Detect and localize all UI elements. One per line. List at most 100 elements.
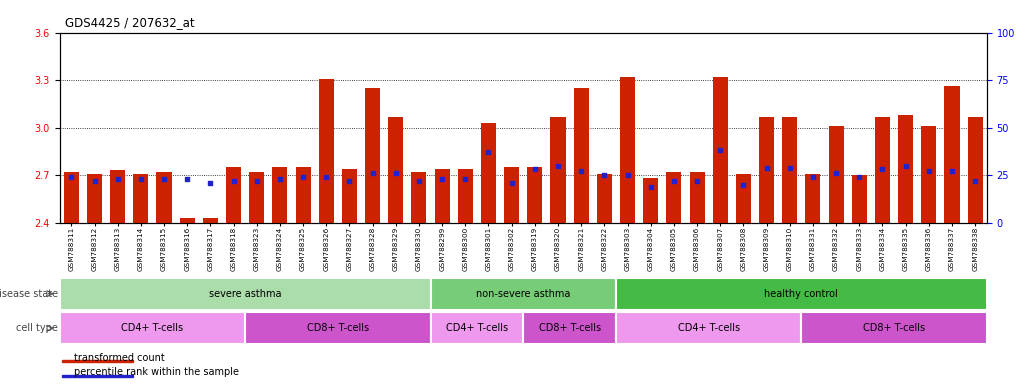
Bar (759, 117, 775, 223)
Point (967, 178, 984, 184)
Point (596, 172, 613, 178)
Bar (431, 278, 616, 310)
Point (897, 163, 914, 169)
Bar (596, 174, 612, 223)
Bar (60, 278, 431, 310)
Bar (689, 172, 705, 223)
Point (943, 168, 960, 174)
Point (689, 178, 706, 184)
Bar (523, 313, 616, 344)
Point (226, 178, 242, 184)
Point (504, 180, 520, 186)
Bar (805, 174, 821, 223)
Bar (828, 126, 844, 223)
Bar (457, 169, 473, 223)
Bar (62, 376, 133, 377)
Point (619, 172, 636, 178)
Point (341, 178, 357, 184)
Point (758, 164, 775, 170)
Point (526, 166, 543, 172)
Point (272, 176, 288, 182)
Bar (203, 218, 218, 223)
Bar (874, 117, 890, 223)
Text: non-severe asthma: non-severe asthma (476, 289, 571, 299)
Text: CD4+ T-cells: CD4+ T-cells (122, 323, 183, 333)
Bar (388, 117, 404, 223)
Text: CD8+ T-cells: CD8+ T-cells (863, 323, 925, 333)
Point (365, 170, 381, 176)
Bar (435, 169, 450, 223)
Point (828, 170, 845, 176)
Bar (967, 117, 983, 223)
Text: CD4+ T-cells: CD4+ T-cells (678, 323, 740, 333)
Bar (945, 86, 960, 223)
Bar (504, 167, 519, 223)
Text: CD8+ T-cells: CD8+ T-cells (307, 323, 369, 333)
Text: CD8+ T-cells: CD8+ T-cells (539, 323, 600, 333)
Text: percentile rank within the sample: percentile rank within the sample (74, 367, 239, 377)
Bar (342, 169, 357, 223)
Point (782, 164, 798, 170)
Bar (550, 117, 565, 223)
Bar (318, 79, 334, 223)
Bar (62, 360, 133, 362)
Bar (666, 172, 682, 223)
Point (735, 182, 752, 188)
Point (248, 178, 265, 184)
Bar (411, 172, 426, 223)
Bar (713, 77, 728, 223)
Point (457, 176, 474, 182)
Bar (643, 178, 658, 223)
Bar (179, 218, 195, 223)
Text: CD4+ T-cells: CD4+ T-cells (446, 323, 508, 333)
Point (411, 178, 427, 184)
Bar (245, 313, 431, 344)
Point (63, 174, 79, 180)
Bar (64, 172, 79, 223)
Point (318, 174, 335, 180)
Point (156, 176, 172, 182)
Text: severe asthma: severe asthma (209, 289, 281, 299)
Bar (249, 172, 265, 223)
Bar (272, 167, 287, 223)
Point (804, 174, 821, 180)
Bar (110, 170, 126, 223)
Bar (60, 313, 245, 344)
Bar (296, 167, 311, 223)
Bar (852, 175, 867, 223)
Bar (481, 123, 496, 223)
Bar (616, 313, 801, 344)
Bar (157, 172, 172, 223)
Text: transformed count: transformed count (74, 353, 165, 363)
Bar (527, 167, 543, 223)
Bar (616, 278, 987, 310)
Bar (898, 115, 914, 223)
Point (851, 174, 867, 180)
Bar (782, 117, 797, 223)
Bar (431, 313, 523, 344)
Bar (620, 77, 636, 223)
Text: disease state: disease state (0, 289, 58, 299)
Point (109, 176, 126, 182)
Point (202, 180, 218, 186)
Text: cell type: cell type (15, 323, 58, 333)
Bar (365, 88, 380, 223)
Point (573, 168, 589, 174)
Point (921, 168, 937, 174)
Point (179, 176, 196, 182)
Text: GDS4425 / 207632_at: GDS4425 / 207632_at (65, 16, 195, 29)
Bar (735, 174, 751, 223)
Point (387, 170, 404, 176)
Point (712, 147, 728, 154)
Bar (226, 167, 241, 223)
Bar (133, 174, 148, 223)
Point (643, 184, 659, 190)
Bar (921, 126, 936, 223)
Point (133, 176, 149, 182)
Point (550, 163, 566, 169)
Bar (801, 313, 987, 344)
Text: healthy control: healthy control (764, 289, 838, 299)
Point (665, 178, 682, 184)
Point (87, 178, 103, 184)
Bar (87, 174, 102, 223)
